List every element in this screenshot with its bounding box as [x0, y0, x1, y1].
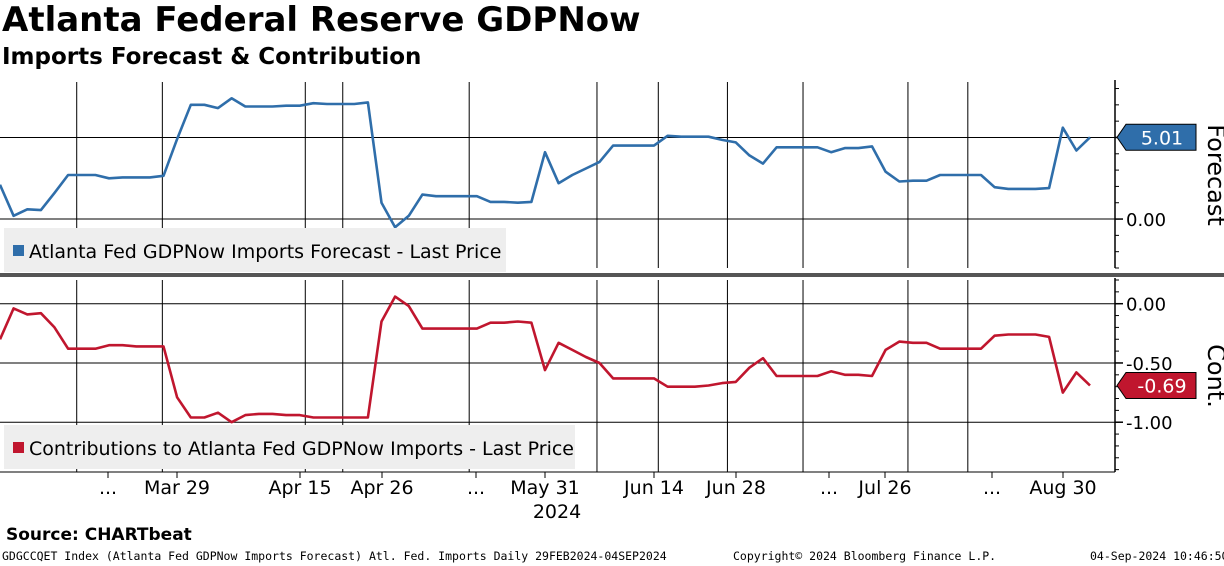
contribution-axis-title: Cont.	[1202, 344, 1224, 408]
contribution-ytick-label-0: 0.00	[1126, 295, 1166, 316]
contribution-last-value-text: -0.69	[1137, 375, 1186, 397]
forecast-legend-label: Atlanta Fed GDPNow Imports Forecast - La…	[29, 241, 501, 263]
contribution-legend-swatch	[13, 442, 24, 453]
contribution-last-value-badge: -0.69	[1116, 371, 1197, 399]
x-tick-label-10: ...	[983, 477, 1001, 499]
chart-canvas: 0.00 5.01 Forecast Atlanta Fed GDPNow Impor…	[0, 80, 1224, 520]
x-tick-label-7: Jun 28	[705, 477, 766, 499]
contribution-ytick-label-2: -1.00	[1126, 413, 1173, 434]
x-tick-label-4: ...	[467, 477, 485, 499]
contribution-legend: Contributions to Atlanta Fed GDPNow Impo…	[4, 425, 575, 469]
forecast-last-value-shape	[1116, 123, 1197, 151]
x-tick-label-6: Jun 14	[623, 477, 684, 499]
copyright: Copyright© 2024 Bloomberg Finance L.P.	[733, 549, 997, 563]
forecast-series-line	[0, 97, 1091, 229]
timestamp: 04-Sep-2024 10:46:50	[1090, 549, 1224, 563]
forecast-legend-swatch	[13, 245, 24, 256]
forecast-last-value-text: 5.01	[1141, 127, 1183, 149]
chart-subtitle: Imports Forecast & Contribution	[2, 44, 422, 70]
x-tick-label-11: Aug 30	[1029, 477, 1096, 499]
contribution-series-line	[0, 295, 1091, 424]
x-year-label: 2024	[533, 501, 581, 520]
chart-title: Atlanta Federal Reserve GDPNow	[2, 0, 641, 40]
contribution-legend-label: Contributions to Atlanta Fed GDPNow Impo…	[29, 438, 574, 460]
x-tick-label-5: May 31	[510, 477, 580, 499]
forecast-last-value-badge: 5.01	[1116, 123, 1197, 151]
x-tick-label-9: Jul 26	[857, 477, 911, 499]
forecast-legend: Atlanta Fed GDPNow Imports Forecast - La…	[4, 228, 506, 272]
source-note: Source: CHARTbeat	[6, 525, 192, 545]
index-info: GDGCCQET Index (Atlanta Fed GDPNow Impor…	[2, 549, 667, 563]
forecast-ytick-label-0: 0.00	[1126, 210, 1166, 231]
contribution-legend-bg	[4, 425, 575, 469]
x-tick-label-1: Mar 29	[144, 477, 210, 499]
x-tick-label-0: ...	[99, 477, 117, 499]
x-tick-label-2: Apr 15	[268, 477, 331, 499]
forecast-legend-bg	[4, 228, 506, 272]
x-tick-label-3: Apr 26	[350, 477, 413, 499]
x-tick-label-8: ...	[820, 477, 838, 499]
contribution-last-value-shape	[1116, 371, 1197, 399]
forecast-axis-title: Forecast	[1202, 124, 1224, 226]
contribution-ytick-label-1: -0.50	[1126, 354, 1173, 375]
